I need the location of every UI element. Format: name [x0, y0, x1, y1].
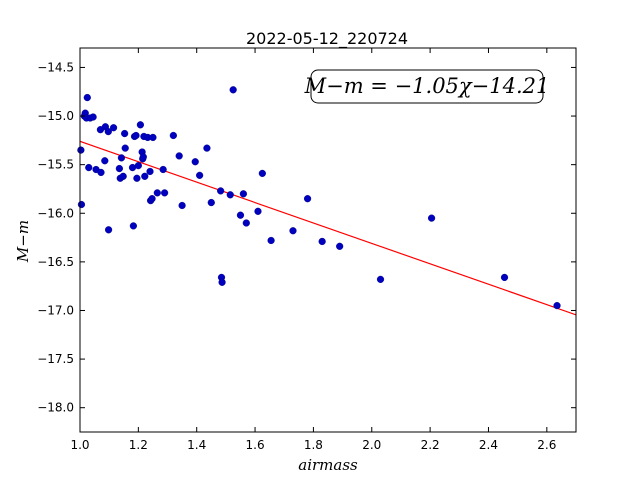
- data-point: [148, 195, 156, 203]
- data-point: [77, 200, 86, 209]
- data-point: [159, 165, 167, 174]
- data-point: [121, 129, 129, 138]
- data-point: [226, 191, 234, 199]
- data-point: [141, 172, 149, 180]
- y-tick-label: −15.0: [37, 109, 74, 123]
- data-point: [191, 158, 199, 166]
- plot-area: 1.0 1.2 1.4 1.6 1.8 2.0 2.2 2.4 2.6 −14.5 −15.0 −15…: [37, 47, 577, 452]
- x-axis-label: airmass: [298, 456, 358, 474]
- y-tick-label: −18.0: [37, 401, 74, 415]
- data-point: [97, 168, 105, 177]
- x-tick-label: 2.0: [362, 438, 381, 452]
- data-point: [161, 189, 169, 197]
- y-tick-label: −15.5: [37, 158, 74, 172]
- data-point: [229, 86, 237, 94]
- data-point: [254, 207, 262, 215]
- x-tick-label: 2.4: [479, 438, 498, 452]
- data-point: [175, 152, 183, 160]
- data-point: [89, 113, 97, 121]
- x-tick-label: 1.0: [70, 438, 89, 452]
- data-point: [289, 227, 297, 235]
- data-point: [104, 128, 112, 136]
- annotation-text: M−m = −1.05χ−14.21: [304, 74, 550, 98]
- data-point: [104, 226, 113, 234]
- fit-line: [80, 140, 576, 316]
- data-point: [207, 198, 215, 207]
- data-point: [109, 124, 118, 132]
- annotation-box: [310, 69, 544, 104]
- y-tick-label: −17.0: [37, 303, 74, 317]
- data-point: [553, 302, 561, 310]
- data-point: [146, 167, 154, 176]
- data-point: [427, 214, 436, 222]
- data-point: [136, 121, 144, 129]
- x-tick-label: 1.4: [187, 438, 206, 452]
- data-point: [115, 164, 123, 173]
- y-tick-label: −16.0: [37, 206, 74, 220]
- data-point: [336, 242, 344, 250]
- y-axis-label: M−m: [14, 220, 32, 263]
- data-point: [236, 211, 245, 219]
- data-point: [132, 131, 140, 140]
- data-point: [258, 169, 266, 178]
- data-point: [153, 189, 161, 197]
- data-point: [239, 190, 247, 198]
- data-point: [139, 153, 147, 161]
- data-point: [117, 154, 126, 162]
- data-point: [242, 219, 250, 227]
- y-tick-label: −17.5: [37, 352, 74, 366]
- fit-annotation: M−m = −1.05χ−14.21: [304, 69, 550, 104]
- data-point: [318, 237, 326, 246]
- chart-title: 2022-05-12_220724: [246, 29, 408, 49]
- data-point: [121, 144, 129, 152]
- x-tick-label: 1.6: [246, 438, 265, 452]
- data-point: [500, 273, 509, 282]
- data-point: [85, 163, 93, 172]
- data-point: [203, 144, 211, 152]
- data-point: [169, 131, 177, 140]
- data-point: [376, 275, 385, 283]
- data-point: [218, 278, 226, 286]
- y-tick-label: −14.5: [37, 60, 74, 74]
- data-point: [196, 171, 204, 179]
- data-point: [77, 146, 85, 154]
- data-point: [217, 187, 225, 195]
- data-point: [303, 195, 312, 203]
- data-point: [119, 172, 127, 180]
- data-point: [129, 222, 137, 230]
- plot-frame: [79, 47, 577, 433]
- data-point: [178, 201, 186, 210]
- x-tick-label: 1.8: [304, 438, 323, 452]
- data-point: [101, 157, 109, 165]
- data-point: [267, 236, 275, 245]
- y-tick-label: −16.5: [37, 255, 74, 269]
- data-point: [149, 133, 157, 142]
- data-point: [83, 93, 91, 102]
- x-tick-label: 2.6: [537, 438, 556, 452]
- data-point: [134, 162, 142, 170]
- x-tick-label: 1.2: [129, 438, 148, 452]
- x-tick-label: 2.2: [421, 438, 440, 452]
- data-point: [133, 174, 141, 182]
